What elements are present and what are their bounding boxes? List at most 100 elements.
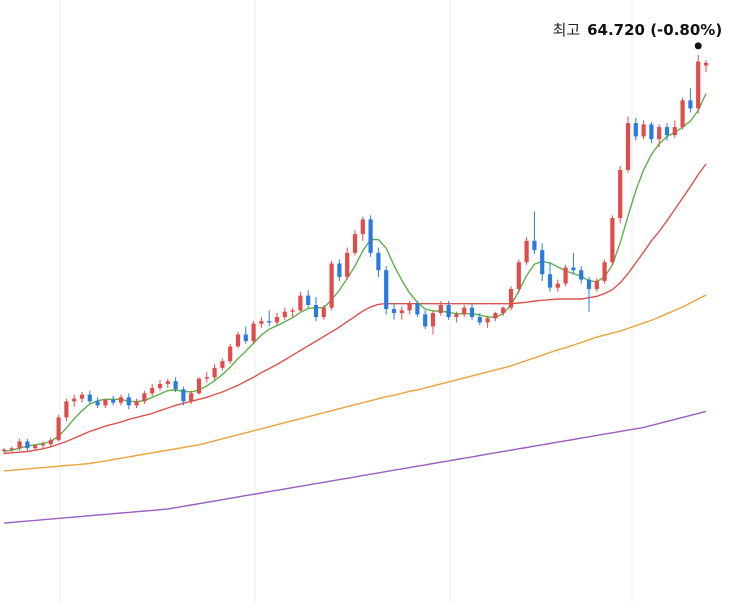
candle bbox=[586, 276, 592, 312]
candle-body bbox=[48, 440, 53, 445]
candle-body bbox=[594, 280, 599, 289]
candle-body bbox=[282, 311, 287, 318]
candle bbox=[204, 371, 209, 383]
candle bbox=[563, 264, 568, 287]
candle bbox=[579, 266, 584, 284]
candle-body bbox=[111, 399, 116, 403]
candle bbox=[87, 390, 92, 405]
ma-mid-line bbox=[3, 163, 707, 455]
candle-body bbox=[212, 367, 217, 378]
candle-body bbox=[126, 397, 131, 406]
candle bbox=[56, 414, 61, 442]
candle bbox=[368, 215, 373, 257]
candle bbox=[571, 252, 576, 275]
candle-body bbox=[469, 307, 475, 318]
candle bbox=[48, 437, 53, 447]
candle bbox=[462, 305, 467, 318]
candle-body bbox=[649, 124, 654, 140]
candle bbox=[360, 216, 365, 241]
candle-body bbox=[618, 169, 623, 219]
candle-body bbox=[532, 240, 537, 251]
candle bbox=[501, 306, 506, 316]
candle bbox=[33, 444, 38, 451]
candle-body bbox=[485, 318, 490, 323]
candle-body bbox=[267, 321, 272, 323]
candle bbox=[696, 54, 701, 114]
candle bbox=[672, 120, 677, 138]
candle bbox=[150, 383, 155, 396]
candle bbox=[95, 397, 100, 409]
candle bbox=[25, 438, 30, 451]
candle bbox=[259, 317, 264, 328]
candle bbox=[688, 88, 693, 113]
candle-body bbox=[391, 309, 397, 314]
high-label: 최고 bbox=[553, 21, 581, 39]
candle-body bbox=[657, 127, 662, 140]
candle bbox=[485, 315, 490, 328]
candle-body bbox=[407, 303, 412, 311]
candle bbox=[657, 124, 662, 148]
candle-body bbox=[399, 310, 404, 314]
candle-body bbox=[243, 334, 248, 342]
candle-body bbox=[501, 307, 506, 314]
candle-body bbox=[313, 305, 319, 318]
candle-body bbox=[220, 361, 225, 368]
candle-body bbox=[664, 127, 670, 136]
candle bbox=[516, 259, 521, 293]
candle bbox=[64, 398, 69, 422]
candle-body bbox=[274, 317, 280, 323]
candle-body bbox=[173, 381, 178, 390]
candle-body bbox=[555, 283, 560, 288]
candle bbox=[235, 331, 241, 348]
candle bbox=[181, 386, 186, 406]
candle bbox=[641, 120, 646, 140]
candle-body bbox=[633, 123, 638, 137]
candle bbox=[274, 313, 280, 326]
candle bbox=[602, 259, 607, 284]
candle-body bbox=[25, 441, 30, 449]
candle bbox=[376, 247, 381, 277]
candle-body bbox=[703, 62, 709, 66]
candle bbox=[173, 377, 178, 392]
candle-body bbox=[360, 219, 365, 235]
candle-body bbox=[196, 378, 202, 394]
candle-body bbox=[298, 295, 303, 311]
candle bbox=[508, 286, 514, 311]
candle-body bbox=[165, 381, 170, 384]
candle bbox=[306, 290, 311, 308]
candle bbox=[189, 390, 194, 405]
candle-body bbox=[345, 252, 350, 277]
candle-body bbox=[259, 321, 264, 324]
candle bbox=[220, 358, 225, 371]
candle-body bbox=[189, 393, 194, 402]
candle bbox=[477, 313, 482, 326]
candle bbox=[212, 363, 217, 380]
candle-body bbox=[688, 100, 693, 109]
candle bbox=[345, 247, 350, 280]
candle bbox=[547, 262, 553, 292]
candle bbox=[399, 306, 404, 320]
candle-body bbox=[462, 307, 467, 315]
candle-body bbox=[290, 310, 295, 312]
candle-body bbox=[352, 234, 358, 253]
candle-body bbox=[306, 295, 311, 306]
candle-body bbox=[376, 252, 381, 271]
candle-body bbox=[384, 270, 389, 310]
candle-body bbox=[508, 288, 514, 308]
candle bbox=[267, 310, 272, 327]
candle bbox=[633, 117, 638, 141]
candle bbox=[251, 321, 256, 344]
candle bbox=[111, 395, 116, 406]
candle bbox=[493, 311, 498, 322]
candle-body bbox=[95, 401, 100, 406]
candle-body bbox=[56, 417, 61, 441]
candle-body bbox=[680, 100, 685, 128]
candle-body bbox=[181, 389, 186, 402]
high-value: 64.720 (-0.80%) bbox=[587, 21, 722, 39]
candle bbox=[469, 303, 475, 320]
candle-body bbox=[540, 250, 545, 275]
candle bbox=[430, 310, 436, 335]
candle-body bbox=[672, 127, 677, 136]
candle-body bbox=[438, 305, 443, 314]
